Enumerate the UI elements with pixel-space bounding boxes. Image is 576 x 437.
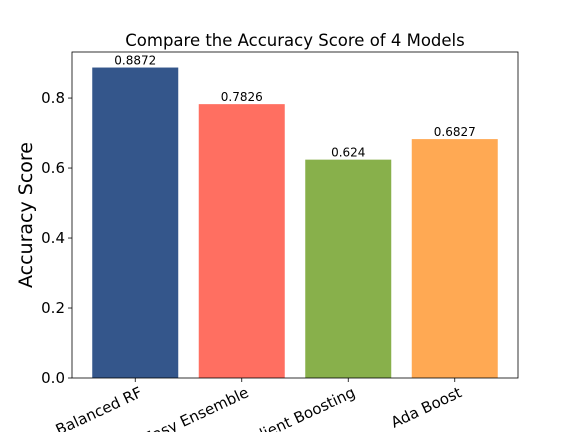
chart-title: Compare the Accuracy Score of 4 Models (125, 31, 464, 50)
bar (305, 160, 391, 378)
bar (412, 139, 498, 378)
data-label: 0.8872 (114, 54, 156, 68)
bars-layer (92, 68, 498, 378)
x-tick-label: Ada Boost (388, 383, 464, 431)
y-ticks-layer: 0.0 0.2 0.4 0.6 0.8 (41, 89, 72, 387)
bar (199, 104, 285, 378)
y-axis-label: Accuracy Score (15, 142, 37, 288)
x-tick-label: Easy Ensemble (141, 383, 252, 432)
bar (92, 68, 178, 378)
y-tick-label: 0.4 (41, 229, 65, 247)
y-tick-label: 0.6 (41, 159, 65, 177)
y-tick-label: 0.8 (41, 89, 65, 107)
y-tick-label: 0.0 (41, 369, 65, 387)
data-label: 0.7826 (221, 90, 263, 104)
data-label: 0.624 (331, 146, 365, 160)
data-label: 0.6827 (434, 125, 476, 139)
x-tick-label: Balanced RF (53, 383, 145, 432)
y-tick-label: 0.2 (41, 299, 65, 317)
